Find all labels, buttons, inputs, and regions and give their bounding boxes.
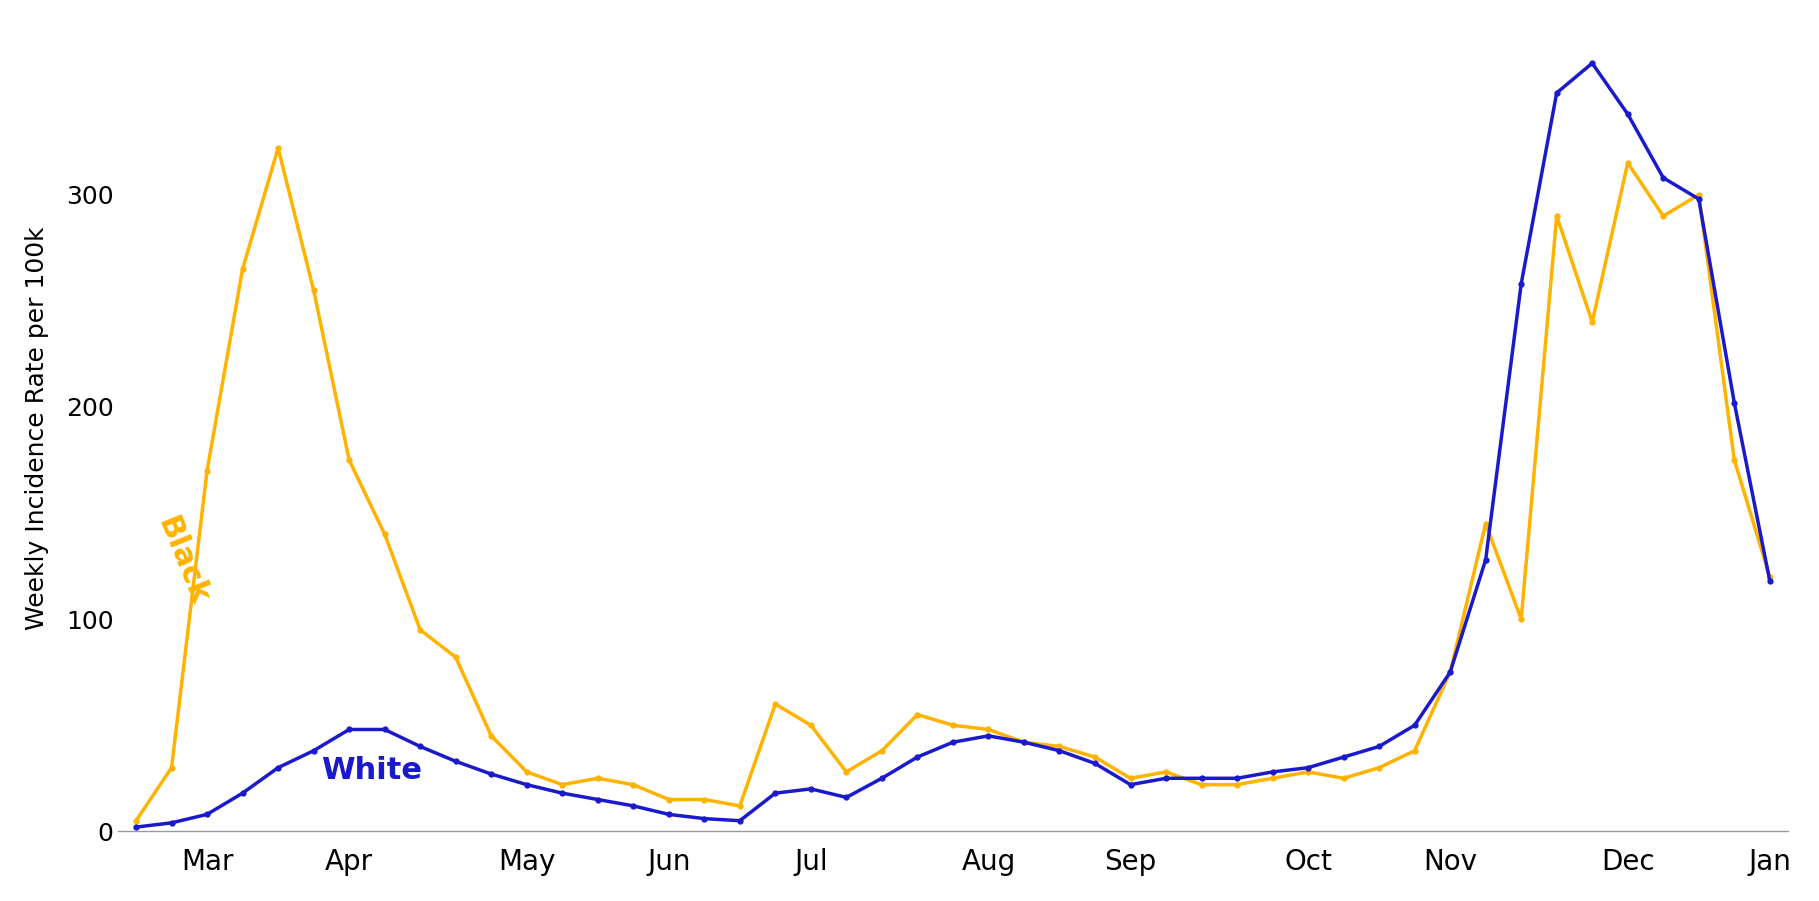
Text: Black: Black	[151, 512, 213, 608]
Text: White: White	[320, 756, 422, 785]
Y-axis label: Weekly Incidence Rate per 100k: Weekly Incidence Rate per 100k	[25, 226, 49, 630]
